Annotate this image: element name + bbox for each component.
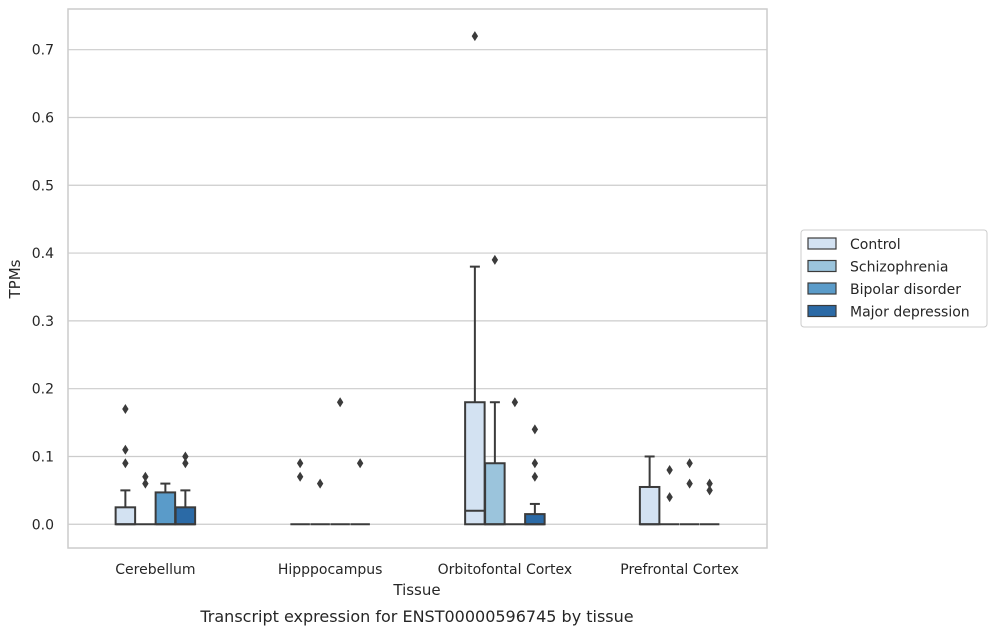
y-tick-label: 0.6	[32, 110, 54, 126]
grid-lines	[68, 49, 767, 525]
box-schizophrenia	[484, 254, 506, 526]
legend-label: Bipolar disorder	[850, 282, 961, 298]
box-body	[464, 401, 486, 526]
box-body	[174, 506, 197, 526]
outlier-point	[142, 471, 149, 482]
box-body	[114, 506, 137, 526]
x-tick-label: Hipppocampus	[278, 562, 383, 578]
legend-swatch	[807, 282, 837, 295]
outlier-point	[122, 458, 129, 469]
outlier-point	[316, 478, 324, 489]
x-tick-label: Prefrontal Cortex	[620, 562, 739, 578]
box-body	[484, 462, 506, 526]
box-control	[638, 455, 661, 526]
outlier-point	[182, 458, 189, 469]
outlier-point	[142, 478, 149, 489]
legend: Control Schizophrenia Bipolar disorder Majo…	[800, 229, 988, 328]
x-tick-labels: Cerebellum Hipppocampus Orbitofontal Corte…	[115, 562, 739, 578]
box-bipolar-disorder	[330, 397, 350, 526]
box-control	[290, 458, 310, 526]
box-major-depression	[524, 424, 546, 526]
box-schizophrenia	[135, 471, 156, 526]
outlier-point	[706, 485, 713, 496]
legend-swatch	[807, 304, 837, 318]
box-bipolar-disorder	[679, 458, 700, 526]
box-body	[154, 491, 177, 526]
box-schizophrenia	[659, 465, 680, 526]
x-tick-label: Cerebellum	[115, 562, 195, 578]
x-tick-label: Orbitofontal Cortex	[438, 562, 573, 578]
outlier-point	[182, 451, 189, 462]
y-tick-label: 0.7	[32, 43, 54, 59]
legend-label: Schizophrenia	[850, 260, 948, 276]
outlier-point	[511, 397, 519, 408]
plot-frame	[67, 8, 768, 549]
outlier-point	[531, 458, 539, 469]
legend-swatch	[807, 259, 837, 273]
legend-swatch	[807, 237, 837, 250]
y-axis-label: TPMs	[6, 259, 24, 299]
outlier-point	[666, 465, 673, 476]
y-tick-label: 0.1	[32, 449, 54, 465]
box-bipolar-disorder	[505, 397, 525, 526]
outlier-point	[491, 254, 499, 265]
box-major-depression	[174, 451, 197, 526]
y-tick-label: 0.4	[32, 246, 54, 262]
box-major-depression	[699, 478, 720, 526]
outlier-point	[706, 478, 713, 489]
outlier-point	[122, 444, 129, 455]
x-axis-label: Tissue	[392, 581, 440, 599]
outlier-point	[296, 471, 304, 482]
outlier-point	[686, 458, 693, 469]
outlier-point	[296, 458, 304, 469]
y-tick-labels: 0.0 0.1 0.2 0.3 0.4 0.5 0.6 0.7	[32, 43, 54, 534]
box-control	[464, 31, 486, 526]
chart-caption: Transcript expression for ENST0000059674…	[199, 607, 633, 626]
legend-box	[800, 229, 988, 328]
box-schizophrenia	[310, 478, 330, 526]
outlier-point	[471, 31, 479, 42]
box-groups	[114, 31, 720, 526]
outlier-point	[336, 397, 344, 408]
box-body	[524, 513, 546, 526]
legend-label: Major depression	[850, 305, 970, 321]
y-tick-label: 0.0	[32, 517, 54, 533]
outlier-point	[531, 424, 539, 435]
y-tick-label: 0.3	[32, 314, 54, 330]
y-tick-label: 0.5	[32, 178, 54, 194]
y-tick-label: 0.2	[32, 382, 54, 398]
outlier-point	[666, 492, 673, 503]
outlier-point	[531, 471, 539, 482]
box-control	[114, 404, 137, 526]
box-bipolar-disorder	[154, 482, 177, 526]
outlier-point	[356, 458, 364, 469]
outlier-point	[686, 478, 693, 489]
outlier-point	[122, 404, 129, 415]
legend-label: Control	[850, 237, 901, 253]
box-body	[638, 485, 661, 526]
box-major-depression	[350, 458, 370, 526]
